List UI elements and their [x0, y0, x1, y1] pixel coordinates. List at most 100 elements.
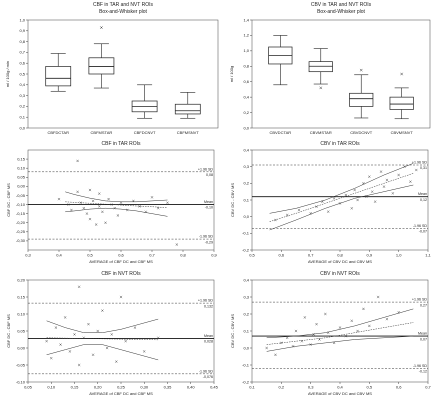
data-point: [113, 206, 117, 210]
y-tick-label: 0,00: [17, 345, 26, 350]
data-point: [332, 197, 336, 200]
category-label: CBFDCNVT: [134, 130, 156, 135]
outlier-point: [100, 26, 103, 29]
panel-title: CBF in TAR ROIs: [102, 141, 141, 147]
confidence-lower-curve: [269, 184, 414, 231]
upper-limit-label: +1.96 SD: [412, 161, 427, 165]
category-label: CBFMSNVT: [177, 130, 200, 135]
data-point: [371, 190, 374, 193]
data-point: [119, 295, 123, 299]
x-tick-label: 0,7: [425, 385, 431, 390]
data-point: [397, 311, 400, 314]
data-point: [265, 346, 268, 350]
data-point: [105, 346, 109, 350]
mean-label: Mean: [204, 334, 213, 338]
x-tick-label: 0,4: [56, 253, 62, 258]
box-CBVMSNVT: CBVMSNVT: [389, 72, 414, 135]
data-point: [144, 210, 148, 214]
y-tick-label: 0,05: [17, 328, 26, 333]
data-point: [409, 180, 412, 183]
outlier-point: [400, 72, 404, 76]
panel-subtitle: Box-and-Whisker plot: [317, 9, 365, 15]
y-tick-label: 0,05: [17, 175, 26, 180]
mean-value: -0,10: [205, 206, 213, 210]
data-point: [49, 356, 53, 360]
x-axis-label: AVERAGE of CBV DC and CBV MS: [308, 391, 372, 396]
y-tick-label: -0,05: [16, 193, 26, 198]
category-label: CBFDCTAR: [47, 130, 69, 135]
data-point: [365, 195, 368, 198]
data-point: [76, 190, 79, 194]
data-point: [101, 309, 104, 312]
box-body: [88, 57, 115, 75]
data-point: [54, 326, 58, 329]
data-point: [124, 339, 127, 343]
data-point: [82, 336, 86, 340]
box-body: [174, 103, 201, 115]
y-tick-label: -0,2: [242, 379, 250, 384]
y-tick-label: 0,1: [19, 115, 25, 120]
data-point: [385, 178, 389, 182]
panel-subtitle: Box-and-Whisker plot: [99, 9, 147, 15]
data-point: [67, 203, 70, 206]
category-label: CBVMSNVT: [391, 130, 414, 135]
data-point: [368, 324, 371, 328]
x-tick-label: 0,45: [210, 385, 219, 390]
mean-value: 0,07: [420, 337, 427, 341]
plot-frame: [251, 19, 431, 129]
y-tick-label: 0,7: [19, 50, 25, 55]
data-point: [368, 175, 371, 178]
y-tick-label: 0,4: [243, 277, 249, 282]
lower-limit-label: -1.96 SD: [413, 364, 428, 368]
regression-line: [266, 322, 414, 345]
y-tick-label: 0,15: [17, 294, 26, 299]
y-tick-label: 0,10: [17, 165, 26, 170]
upper-limit-value: 0,08: [206, 173, 213, 177]
data-point: [353, 188, 356, 192]
lower-limit-label: -1.96 SD: [199, 235, 214, 239]
y-tick-label: 0,8: [19, 39, 25, 44]
data-point: [362, 182, 365, 185]
confidence-upper-curve: [46, 318, 159, 333]
confidence-lower-curve: [46, 344, 159, 361]
box-CBFMSTAR: CBFMSTAR: [88, 26, 115, 135]
x-tick-label: 0,40: [187, 385, 196, 390]
data-point: [373, 200, 377, 203]
x-tick-label: 0,25: [117, 385, 126, 390]
y-axis-label: CBF DC - CBF MS: [6, 183, 11, 217]
y-axis-label: CBF DC - CBF MS: [6, 314, 11, 348]
data-point: [98, 205, 101, 208]
data-point: [318, 338, 321, 341]
outlier-point: [359, 68, 363, 72]
x-tick-label: 0,9: [367, 253, 373, 258]
y-tick-label: 0,4: [243, 147, 249, 152]
data-point: [338, 326, 342, 329]
y-tick-label: 0,3: [243, 294, 249, 299]
y-tick-label: 0,0: [243, 214, 249, 219]
upper-limit-value: 0,31: [420, 166, 427, 170]
regression-line: [46, 337, 159, 341]
data-point: [362, 307, 365, 311]
data-point: [94, 223, 98, 226]
panel-p6: CBV in NVT ROIs -0,2 -0,1 0,0 0,1 0,2 0,3 0,4 CB…: [230, 271, 432, 396]
x-tick-label: 0,5: [87, 253, 93, 258]
data-point: [344, 334, 348, 338]
mean-label: Mean: [204, 200, 213, 204]
data-point: [138, 205, 141, 208]
data-point: [104, 221, 107, 224]
data-point: [315, 205, 318, 208]
data-point: [291, 345, 295, 348]
data-point: [68, 350, 72, 353]
data-point: [125, 208, 129, 212]
data-point: [397, 173, 400, 177]
x-tick-label: 1,0: [396, 253, 402, 258]
data-point: [285, 336, 289, 340]
data-point: [156, 206, 160, 210]
y-tick-label: 0,9: [19, 28, 25, 33]
plot-frame: [251, 279, 429, 383]
y-tick-label: -0,2: [242, 247, 250, 252]
y-tick-label: 0,15: [17, 156, 26, 161]
panel-title: CBV in TAR and NVT ROIs: [311, 2, 372, 8]
